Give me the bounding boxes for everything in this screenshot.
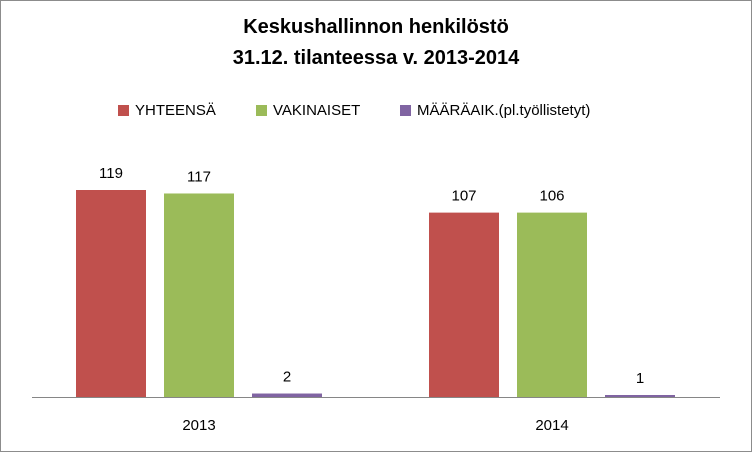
bar-m-r-aik-pl-ty-llistetyt--2013 <box>252 393 322 397</box>
x-tick-label-2014: 2014 <box>535 417 568 434</box>
data-label-2014-2: 1 <box>636 370 644 387</box>
x-tick-label-2013: 2013 <box>182 417 215 434</box>
chart-legend: YHTEENSÄ VAKINAISET MÄÄRÄAIK.(pl.työllis… <box>0 100 752 122</box>
legend-item-vakinaiset: VAKINAISET <box>256 100 360 122</box>
legend-label-yhteensa: YHTEENSÄ <box>135 102 216 119</box>
legend-item-yhteensa: YHTEENSÄ <box>118 100 216 122</box>
chart-title: Keskushallinnon henkilöstö <box>243 16 509 38</box>
bar-vakinaiset-2013 <box>164 193 234 397</box>
bar-yhteens--2013 <box>76 190 146 397</box>
data-label-2013-0: 119 <box>99 165 123 182</box>
data-label-2014-0: 107 <box>451 188 476 205</box>
chart-subtitle: 31.12. tilanteessa v. 2013-2014 <box>232 47 520 69</box>
legend-label-vakinaiset: VAKINAISET <box>273 102 361 119</box>
data-label-2014-1: 106 <box>539 188 564 205</box>
data-label-2013-2: 2 <box>283 369 291 386</box>
bar-m-r-aik-pl-ty-llistetyt--2014 <box>605 395 675 397</box>
legend-swatch-vakinaiset <box>256 104 267 116</box>
legend-label-maaraaik: MÄÄRÄAIK.(pl.työllistetyt) <box>417 102 591 119</box>
data-label-2013-1: 117 <box>187 168 211 185</box>
legend-swatch-maaraaik <box>400 104 411 116</box>
legend-item-maaraaik: MÄÄRÄAIK.(pl.työllistetyt) <box>400 100 590 122</box>
bar-yhteens--2014 <box>429 212 499 397</box>
bar-vakinaiset-2014 <box>517 212 587 397</box>
legend-swatch-yhteensa <box>118 104 129 116</box>
